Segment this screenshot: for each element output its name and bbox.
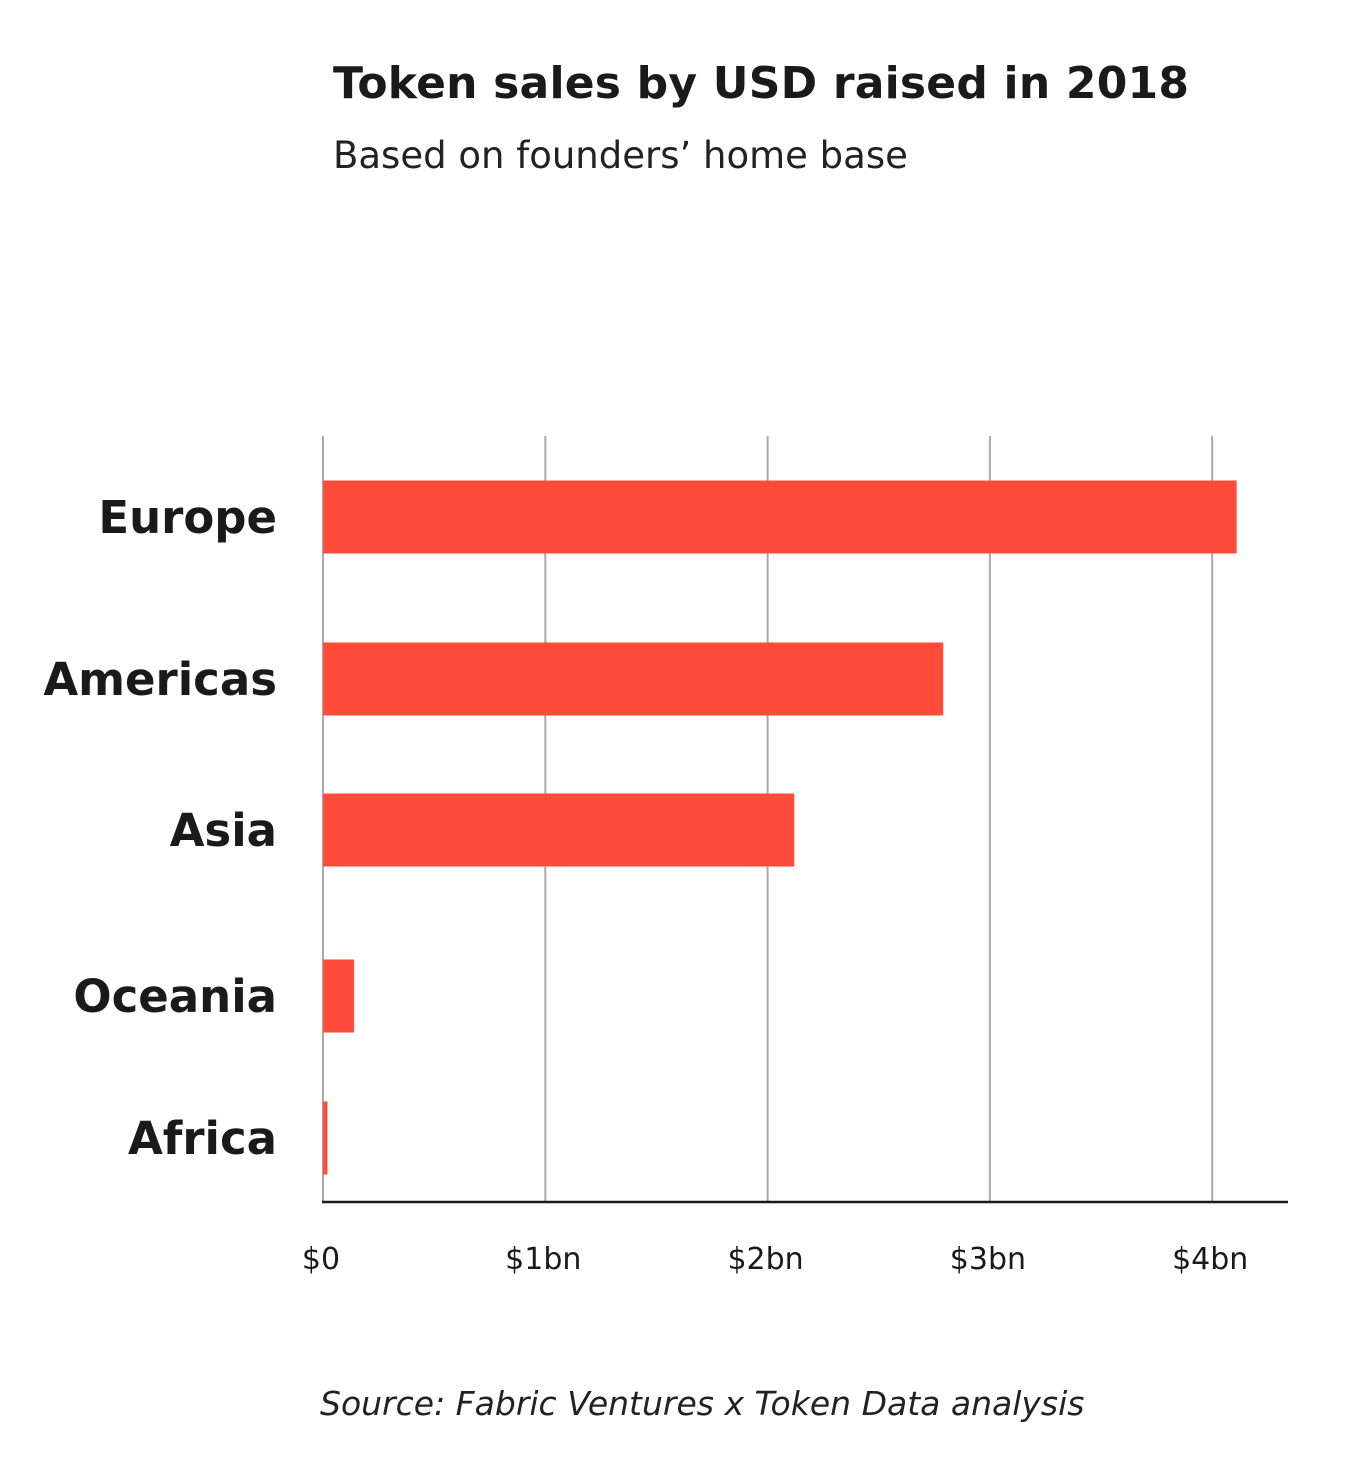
bar-europe xyxy=(323,480,1237,554)
x-tick-label-1: $1bn xyxy=(505,1242,581,1277)
x-tick-label-2: $2bn xyxy=(727,1242,803,1277)
category-label-oceania: Oceania xyxy=(73,970,277,1023)
source-note: Source: Fabric Ventures x Token Data ana… xyxy=(320,1384,1085,1423)
category-label-europe: Europe xyxy=(98,491,277,544)
chart-subtitle: Based on founders’ home base xyxy=(333,134,908,177)
x-tick-labels: $0 $1bn $2bn $3bn $4bn xyxy=(302,1242,1248,1277)
category-label-asia: Asia xyxy=(170,804,277,857)
bar-americas xyxy=(323,642,944,716)
x-tick-label-0: $0 xyxy=(302,1242,340,1277)
bar-asia xyxy=(323,793,795,867)
x-tick-label-4: $4bn xyxy=(1172,1242,1248,1277)
category-label-africa: Africa xyxy=(128,1112,277,1165)
bars xyxy=(323,480,1237,1175)
bar-oceania xyxy=(323,959,355,1033)
x-tick-label-3: $3bn xyxy=(950,1242,1026,1277)
category-label-americas: Americas xyxy=(43,653,277,706)
chart-title: Token sales by USD raised in 2018 xyxy=(333,58,1190,109)
category-labels: Europe Americas Asia Oceania Africa xyxy=(43,491,277,1165)
bar-africa xyxy=(323,1101,328,1175)
